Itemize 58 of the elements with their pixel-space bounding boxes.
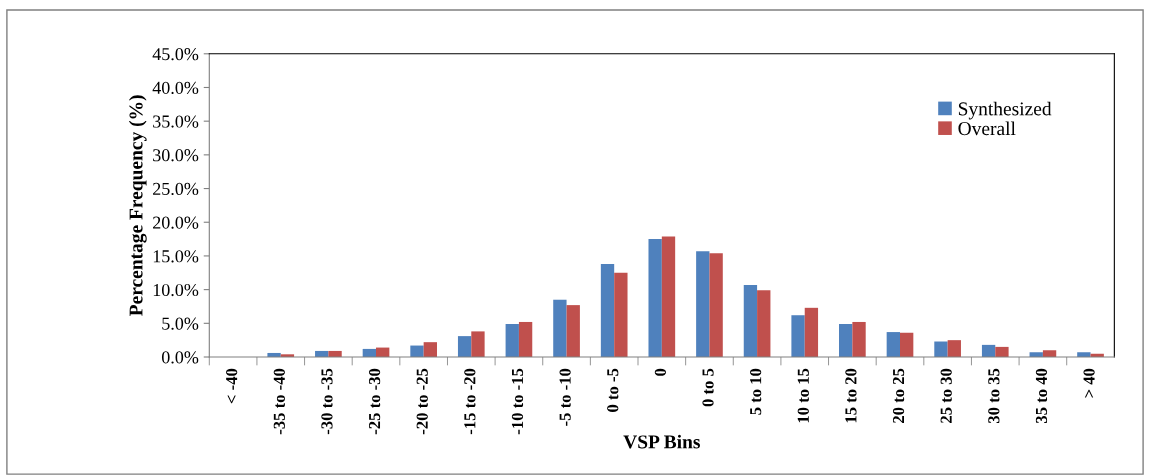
bar — [471, 331, 485, 357]
x-tick-label: 30 to 35 — [988, 368, 1000, 424]
x-tick-label: 10 to 15 — [797, 368, 809, 423]
bar — [553, 299, 567, 357]
x-tick-label: 15 to 20 — [845, 368, 857, 423]
bar — [757, 290, 771, 357]
y-tick-label: 5.0% — [162, 317, 199, 330]
x-tick-label: 35 to 40 — [1035, 368, 1048, 424]
bar — [839, 323, 853, 357]
bar — [947, 340, 961, 357]
bar — [648, 239, 662, 357]
x-tick-label: -30 to -35 — [321, 368, 333, 435]
x-tick-label: -10 to -15 — [511, 368, 524, 435]
bar — [457, 336, 472, 357]
y-tick-label: 45.0% — [152, 48, 199, 61]
y-tick-label: 15.0% — [153, 250, 199, 263]
y-tick-label: 20.0% — [153, 216, 199, 229]
bar — [696, 251, 710, 357]
bar — [410, 345, 424, 357]
bar — [791, 315, 805, 357]
bar — [505, 323, 519, 357]
bar — [886, 332, 900, 357]
x-tick-label: 20 to 25 — [892, 368, 905, 423]
bar — [804, 307, 819, 357]
x-tick-label: 0 to -5 — [607, 368, 619, 412]
bar — [900, 332, 914, 357]
legend-label: Overall — [958, 121, 1016, 136]
y-tick-label: 25.0% — [153, 182, 199, 196]
x-tick-label: > 40 — [1083, 368, 1095, 398]
bar — [518, 321, 533, 357]
y-tick-label: 0.0% — [161, 351, 199, 364]
y-tick-label: 40.0% — [152, 81, 199, 94]
bar — [661, 236, 676, 357]
bar — [423, 342, 437, 357]
x-tick-label: -20 to -25 — [416, 368, 428, 435]
bar — [743, 284, 758, 357]
bar — [995, 346, 1009, 357]
x-tick-label: -5 to -10 — [559, 368, 571, 426]
y-tick-label: 30.0% — [153, 149, 199, 162]
bar — [614, 272, 628, 357]
bar — [852, 321, 866, 357]
bar — [566, 305, 580, 357]
x-tick-label: 0 to 5 — [702, 368, 714, 407]
x-axis-title: VSP Bins — [623, 434, 700, 449]
bar — [934, 341, 948, 357]
legend-label: Synthesized — [958, 101, 1052, 120]
x-tick-label: -15 to -20 — [464, 368, 476, 435]
y-tick-label: 10.0% — [153, 283, 199, 297]
x-tick-label: -25 to -30 — [368, 368, 381, 435]
y-tick-label: 35.0% — [153, 115, 199, 128]
x-tick-label: 25 to 30 — [940, 368, 952, 423]
bar — [709, 253, 723, 357]
x-tick-label: < -40 — [226, 368, 238, 404]
y-axis-title: Percentage Frequency (%) — [128, 95, 147, 316]
x-tick-label: 5 to 10 — [750, 368, 762, 415]
x-tick-label: 0 — [654, 368, 666, 376]
x-tick-label: -35 to -40 — [273, 368, 285, 435]
bar — [600, 264, 615, 357]
